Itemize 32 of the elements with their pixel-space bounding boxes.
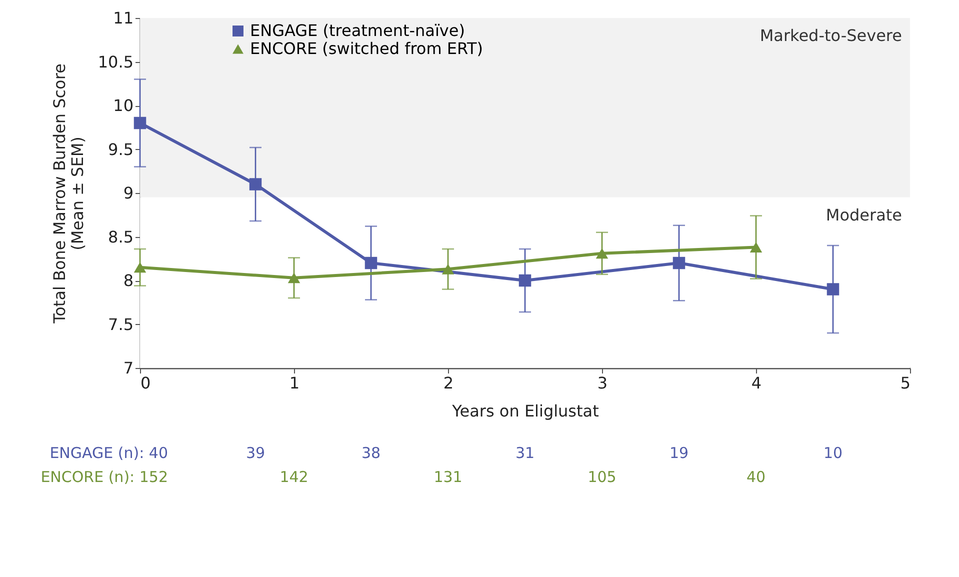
- x-tick-label: 5: [900, 374, 910, 392]
- legend-label: ENCORE (switched from ERT): [250, 39, 483, 58]
- y-tick-label: 7.5: [108, 314, 134, 334]
- band-label: Marked-to-Severe: [760, 26, 902, 45]
- text: 40: [746, 468, 766, 486]
- text: 105: [588, 468, 616, 486]
- x-tick-label: 0: [140, 374, 151, 392]
- band-label: Moderate: [826, 205, 902, 224]
- x-tick-label: 2: [443, 374, 454, 392]
- y-tick-label: 8.5: [108, 227, 134, 246]
- x-tick-label: 1: [289, 374, 300, 392]
- text: 39: [246, 444, 266, 462]
- text: 142: [280, 468, 308, 486]
- text: ENCORE (n): 152: [40, 468, 168, 486]
- x-tick-label: 3: [597, 374, 608, 392]
- text: 31: [515, 444, 535, 462]
- text: 38: [361, 444, 381, 462]
- y-tick-label: 11: [113, 8, 134, 28]
- y-tick-label: 9.5: [108, 140, 134, 159]
- text: 10: [823, 444, 843, 462]
- text: ENGAGE (n): 40: [50, 444, 168, 462]
- text: 131: [434, 468, 462, 486]
- x-tick-label: 4: [751, 374, 762, 392]
- y-tick-label: 10: [113, 96, 134, 115]
- y-tick-label: 7: [123, 358, 134, 378]
- x-axis-title: Years on Eliglustat: [451, 402, 599, 420]
- legend-label: ENGAGE (treatment-naïve): [250, 21, 465, 40]
- y-axis-title: Total Bone Marrow Burden Score (Mean ± SEM): [50, 64, 87, 324]
- y-tick-label: 10.5: [98, 52, 134, 72]
- y-tick-label: 9: [123, 184, 134, 202]
- y-tick-label: 8: [123, 271, 134, 290]
- text: 19: [669, 444, 689, 462]
